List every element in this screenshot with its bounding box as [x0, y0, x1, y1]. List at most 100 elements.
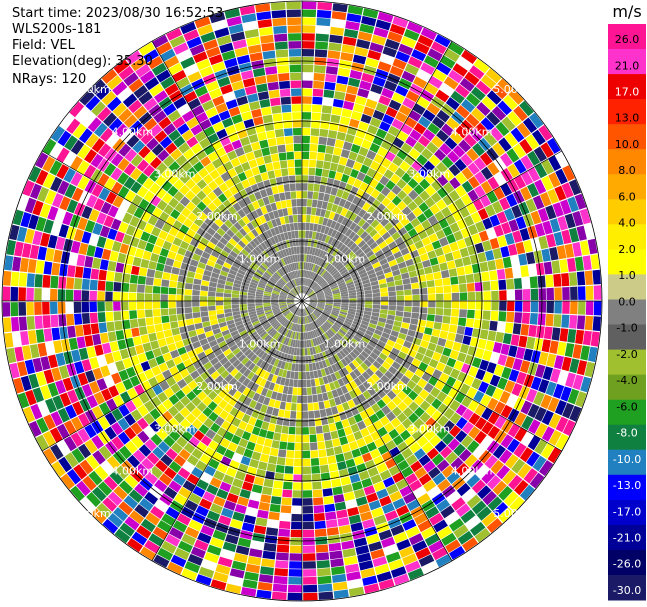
ppi-gate: [195, 574, 212, 586]
ppi-gate: [456, 503, 471, 517]
ppi-gate: [243, 448, 254, 459]
ppi-gate: [402, 385, 412, 396]
ppi-gate: [223, 360, 232, 370]
ppi-gate: [344, 28, 359, 39]
ppi-gate: [20, 375, 32, 392]
ppi-gate: [367, 49, 382, 61]
ppi-gate: [395, 256, 405, 264]
ppi-gate: [378, 278, 387, 285]
ppi-gate: [443, 182, 455, 194]
ppi-gate: [315, 208, 322, 216]
ppi-gate: [347, 466, 358, 476]
ppi-gate: [287, 584, 302, 593]
ppi-gate: [353, 377, 362, 387]
ppi-gate: [119, 445, 132, 460]
ppi-gate: [231, 434, 241, 445]
ppi-gate: [520, 155, 534, 170]
ppi-gate: [168, 301, 176, 308]
ppi-gate: [109, 470, 124, 485]
ppi-gate: [117, 252, 127, 264]
ppi-gate: [278, 528, 290, 537]
ppi-gate: [309, 301, 318, 303]
ppi-gate: [288, 33, 301, 41]
ppi-gate: [308, 323, 312, 331]
ppi-gate: [282, 112, 292, 121]
ppi-gate: [382, 114, 395, 125]
ppi-gate: [304, 308, 308, 316]
ppi-gate: [525, 251, 536, 265]
ppi-gate: [530, 376, 542, 391]
ppi-gate: [363, 261, 372, 269]
ppi-gate: [391, 92, 405, 104]
ppi-gate: [302, 159, 309, 167]
ppi-gate: [188, 492, 202, 505]
ppi-gate: [186, 364, 197, 374]
ppi-gate: [132, 256, 142, 267]
ppi-gate: [272, 488, 283, 497]
ppi-gate: [410, 249, 420, 259]
ppi-gate: [321, 260, 328, 268]
ppi-gate: [529, 112, 544, 129]
ppi-gate: [285, 346, 290, 354]
ppi-gate: [314, 310, 321, 316]
ppi-gate: [160, 301, 168, 309]
ppi-gate: [396, 178, 407, 190]
ppi-gate: [323, 272, 330, 279]
ppi-gate: [408, 324, 418, 331]
ppi-gate: [327, 365, 334, 374]
ppi-gate: [460, 227, 471, 239]
ppi-gate: [42, 274, 51, 288]
ppi-gate: [246, 466, 257, 476]
ppi-gate: [470, 211, 482, 224]
ppi-gate: [363, 234, 372, 243]
ppi-gate: [375, 409, 386, 420]
ppi-gate: [455, 404, 467, 416]
ppi-gate: [98, 322, 108, 333]
ppi-gate: [401, 206, 412, 217]
ppi-gate: [426, 314, 435, 322]
ppi-gate: [366, 396, 376, 407]
ppi-gate: [479, 152, 493, 166]
ppi-gate: [318, 316, 325, 323]
ppi-gate: [408, 56, 423, 69]
ppi-gate: [351, 234, 360, 243]
ppi-gate: [328, 339, 335, 347]
ppi-gate: [353, 488, 366, 499]
ppi-gate: [298, 316, 301, 324]
ppi-gate: [390, 330, 399, 338]
ppi-gate: [330, 430, 339, 440]
ppi-gate: [244, 571, 259, 582]
ppi-gate: [304, 324, 307, 332]
ppi-gate: [357, 420, 367, 430]
ppi-gate: [277, 65, 290, 74]
ppi-gate: [530, 288, 539, 301]
ppi-gate: [296, 332, 299, 340]
ppi-gate: [439, 354, 449, 365]
ppi-gate: [279, 160, 288, 169]
ppi-gate: [382, 361, 391, 370]
ppi-gate: [425, 273, 434, 281]
ppi-gate: [89, 279, 98, 291]
ppi-gate: [554, 287, 562, 300]
ppi-gate: [348, 306, 357, 310]
colorbar-tick-label: 10.0: [615, 138, 640, 151]
ppi-gate: [521, 277, 530, 289]
ppi-gate: [302, 254, 305, 262]
ppi-gate: [336, 75, 349, 85]
ppi-gate: [306, 278, 309, 286]
ppi-gate: [348, 328, 357, 335]
ppi-gate: [214, 416, 225, 427]
ppi-gate: [519, 100, 534, 117]
ppi-gate: [161, 315, 170, 324]
ppi-gate: [478, 381, 489, 394]
ppi-gate: [208, 440, 220, 451]
ppi-gate: [297, 324, 300, 332]
ppi-gate: [402, 97, 416, 110]
ppi-gate: [193, 317, 202, 324]
ppi-gate: [368, 500, 381, 511]
ppi-gate: [241, 522, 255, 533]
ppi-gate: [370, 548, 385, 560]
ppi-gate: [486, 90, 502, 105]
ppi-gate: [423, 382, 434, 393]
ppi-gate: [375, 344, 384, 352]
